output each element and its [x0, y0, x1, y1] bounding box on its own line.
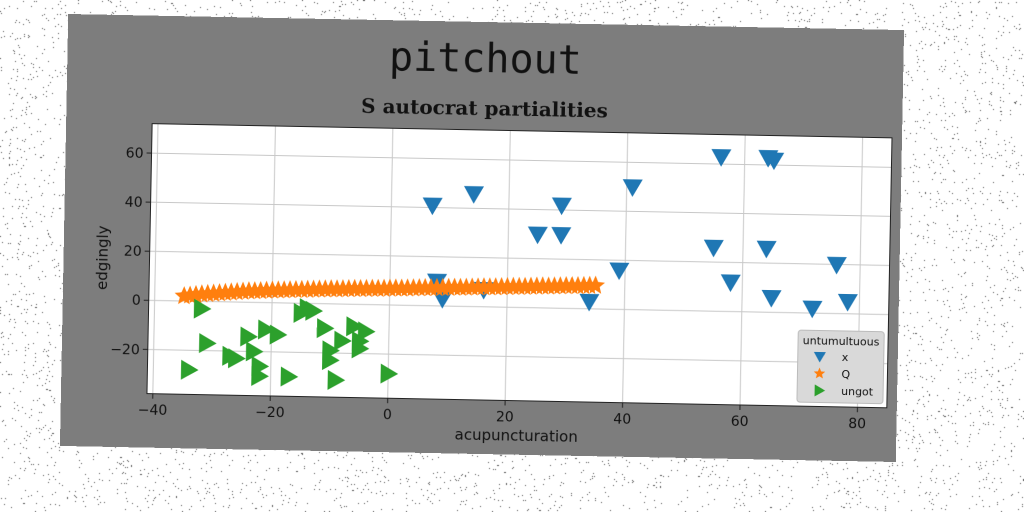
scatter-plot: −40 −20 0 20 40 60 80 −20 0 20 40 60 acupuncturatio… [60, 14, 904, 462]
y-axis-label: edgingly [93, 225, 112, 290]
y-tick-label: 20 [124, 244, 142, 260]
figure-panel: pitchout S autocrat partialities −40 −20 0… [60, 14, 904, 462]
x-axis-label: acupuncturation [454, 426, 578, 446]
legend-label: ungot [841, 385, 874, 399]
x-tick-label: −40 [138, 402, 168, 419]
y-tick-label: 0 [132, 293, 141, 309]
x-tick-label: 60 [731, 414, 749, 430]
x-tick-label: 0 [383, 407, 392, 423]
y-tick-label: 40 [125, 195, 143, 211]
legend-label: Q [841, 368, 850, 381]
x-tick-label: 20 [496, 409, 514, 425]
legend-title: untumultuous [803, 334, 880, 348]
x-tick-label: −20 [255, 405, 285, 422]
legend-label: x [842, 351, 849, 364]
x-tick-label: 40 [613, 412, 631, 428]
y-tick-label: −20 [110, 342, 140, 359]
y-tick-label: 60 [126, 146, 144, 162]
x-tick-label: 80 [848, 416, 866, 432]
